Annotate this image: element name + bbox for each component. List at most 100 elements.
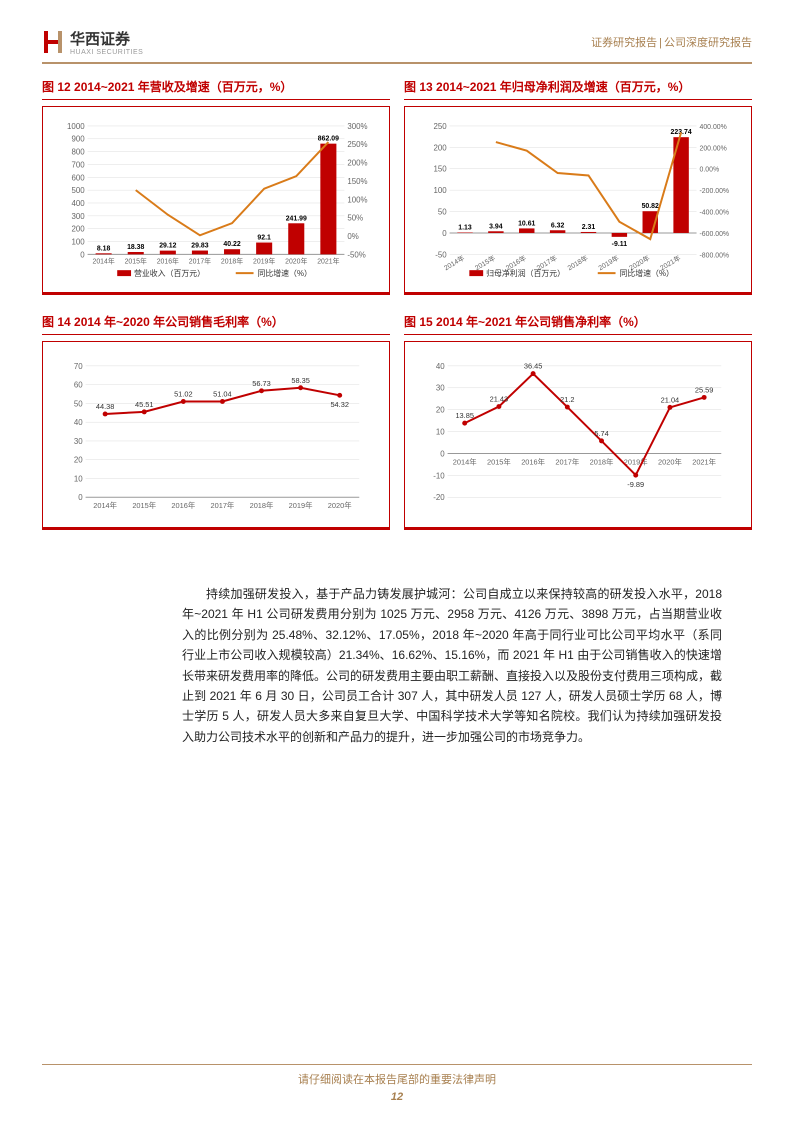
logo-icon (42, 29, 64, 55)
svg-text:3.94: 3.94 (489, 223, 503, 230)
svg-text:20: 20 (436, 406, 445, 415)
svg-text:20: 20 (74, 456, 83, 465)
svg-text:18.38: 18.38 (127, 244, 144, 251)
svg-text:2015年: 2015年 (487, 457, 511, 466)
svg-text:0: 0 (78, 493, 83, 502)
svg-text:2017年: 2017年 (189, 256, 211, 265)
svg-text:2020年: 2020年 (658, 457, 682, 466)
svg-text:200: 200 (433, 143, 447, 152)
svg-text:0: 0 (80, 250, 85, 259)
svg-text:2017年: 2017年 (555, 457, 579, 466)
chart-13: 图 13 2014~2021 年归母净利润及增速（百万元，%） -5005010… (404, 78, 752, 295)
svg-text:2014年: 2014年 (92, 256, 114, 265)
svg-text:200.00%: 200.00% (700, 145, 727, 152)
svg-text:2015年: 2015年 (132, 501, 156, 510)
chart-14-box: 0102030405060702014年2015年2016年2017年2018年… (42, 341, 390, 530)
company-name: 华西证券 (70, 28, 143, 49)
svg-text:50.82: 50.82 (642, 203, 659, 210)
svg-text:500: 500 (71, 186, 85, 195)
svg-text:0%: 0% (347, 232, 358, 241)
svg-text:150%: 150% (347, 177, 367, 186)
svg-text:同比增速（%）: 同比增速（%） (619, 268, 673, 278)
svg-text:10: 10 (436, 428, 445, 437)
svg-text:2019年: 2019年 (597, 253, 621, 272)
svg-text:21.04: 21.04 (661, 395, 680, 404)
svg-text:40: 40 (436, 362, 445, 371)
svg-text:2014年: 2014年 (93, 501, 117, 510)
header-report-sub: 公司深度研究报告 (664, 37, 752, 49)
chart-14-title: 图 14 2014 年~2020 年公司销售毛利率（%） (42, 313, 390, 335)
svg-text:25.59: 25.59 (695, 385, 714, 394)
footer-disclaimer: 请仔细阅读在本报告尾部的重要法律声明 (42, 1064, 752, 1087)
header-right: 证券研究报告|公司深度研究报告 (591, 34, 752, 50)
page-number: 12 (0, 1091, 794, 1103)
svg-text:56.73: 56.73 (252, 379, 271, 388)
logo-block: 华西证券 HUAXI SECURITIES (42, 28, 143, 56)
svg-text:-20: -20 (433, 493, 445, 502)
svg-text:30: 30 (74, 437, 83, 446)
svg-text:54.32: 54.32 (330, 400, 349, 409)
svg-text:2019年: 2019年 (253, 256, 275, 265)
svg-text:800: 800 (71, 148, 85, 157)
svg-text:2020年: 2020年 (285, 256, 307, 265)
svg-text:862.09: 862.09 (318, 136, 339, 143)
svg-text:60: 60 (74, 381, 83, 390)
chart-12-box: 01002003004005006007008009001000-50%0%50… (42, 106, 390, 295)
chart-14: 图 14 2014 年~2020 年公司销售毛利率（%） 01020304050… (42, 313, 390, 530)
svg-text:250: 250 (433, 122, 447, 131)
svg-text:1.13: 1.13 (458, 225, 472, 232)
svg-text:1000: 1000 (67, 122, 85, 131)
page-footer: 请仔细阅读在本报告尾部的重要法律声明 12 (0, 1064, 794, 1103)
svg-text:营业收入（百万元）: 营业收入（百万元） (134, 268, 205, 278)
svg-text:-9.11: -9.11 (612, 241, 628, 248)
svg-text:2021年: 2021年 (692, 457, 716, 466)
chart-13-box: -50050100150200250-800.00%-600.00%-400.0… (404, 106, 752, 295)
svg-text:40: 40 (74, 418, 83, 427)
svg-text:0: 0 (442, 229, 447, 238)
svg-text:2016年: 2016年 (521, 457, 545, 466)
svg-text:700: 700 (71, 160, 85, 169)
svg-text:10.61: 10.61 (518, 220, 535, 227)
svg-text:-600.00%: -600.00% (700, 231, 730, 238)
svg-text:2018年: 2018年 (590, 457, 614, 466)
svg-text:300%: 300% (347, 122, 367, 131)
svg-text:-50: -50 (435, 250, 447, 259)
chart-15: 图 15 2014 年~2021 年公司销售净利率（%） -20-1001020… (404, 313, 752, 530)
svg-text:10: 10 (74, 474, 83, 483)
svg-text:250%: 250% (347, 140, 367, 149)
page-header: 华西证券 HUAXI SECURITIES 证券研究报告|公司深度研究报告 (42, 28, 752, 64)
chart-15-title: 图 15 2014 年~2021 年公司销售净利率（%） (404, 313, 752, 335)
svg-text:2018年: 2018年 (566, 253, 590, 272)
svg-text:21.43: 21.43 (490, 395, 509, 404)
svg-text:200%: 200% (347, 159, 367, 168)
svg-text:30: 30 (436, 384, 445, 393)
svg-text:5.74: 5.74 (594, 429, 608, 438)
svg-text:2016年: 2016年 (171, 501, 195, 510)
svg-text:2015年: 2015年 (125, 256, 147, 265)
svg-text:600: 600 (71, 173, 85, 182)
svg-text:0: 0 (440, 449, 445, 458)
chart-15-box: -20-100102030402014年2015年2016年2017年2018年… (404, 341, 752, 530)
svg-text:2020年: 2020年 (328, 501, 352, 510)
svg-text:45.51: 45.51 (135, 400, 154, 409)
svg-text:29.12: 29.12 (159, 243, 176, 250)
svg-text:2017年: 2017年 (210, 501, 234, 510)
svg-text:21.2: 21.2 (560, 395, 574, 404)
svg-text:400: 400 (71, 199, 85, 208)
chart-12: 图 12 2014~2021 年营收及增速（百万元，%） 01002003004… (42, 78, 390, 295)
svg-text:-400.00%: -400.00% (700, 210, 730, 217)
svg-text:2.31: 2.31 (582, 224, 596, 231)
svg-text:51.04: 51.04 (213, 390, 231, 399)
svg-text:2021年: 2021年 (317, 256, 339, 265)
svg-text:同比增速（%）: 同比增速（%） (257, 268, 311, 278)
svg-text:400.00%: 400.00% (700, 124, 727, 131)
svg-text:-200.00%: -200.00% (700, 188, 730, 195)
svg-text:100%: 100% (347, 195, 367, 204)
svg-text:2018年: 2018年 (221, 256, 243, 265)
svg-text:44.38: 44.38 (96, 402, 115, 411)
svg-text:-800.00%: -800.00% (700, 252, 730, 259)
svg-text:2018年: 2018年 (250, 501, 274, 510)
svg-text:50: 50 (438, 208, 447, 217)
svg-text:0.00%: 0.00% (700, 167, 720, 174)
svg-text:241.99: 241.99 (286, 215, 307, 222)
